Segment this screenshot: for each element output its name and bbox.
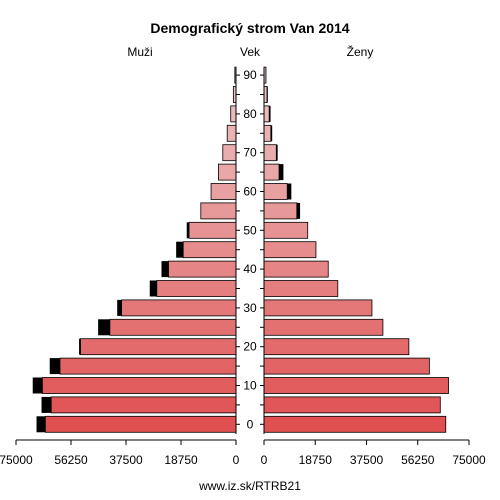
female-bar-55-59	[263, 202, 298, 220]
female-bar-30-34	[263, 299, 373, 317]
source-label: www.iz.sk/RTRB21	[198, 479, 301, 493]
x-tick-label-left: 37500	[109, 453, 143, 467]
chart-title: Demografický strom Van 2014	[150, 20, 349, 36]
age-tick-label: 60	[243, 185, 257, 199]
male-excess-bar-10-14	[32, 377, 43, 394]
male-bar-35-39	[156, 280, 237, 297]
age-tick-label: 90	[243, 68, 257, 82]
female-bar-75-79	[263, 124, 272, 142]
male-bar-50-54	[188, 221, 237, 239]
age-tick-label: 0	[247, 417, 254, 431]
female-excess-bar-60-64	[287, 183, 292, 200]
female-excess-bar-80-84	[269, 105, 271, 122]
female-bar-60-64	[263, 183, 288, 200]
male-bar-70-74	[222, 144, 237, 162]
male-bar-30-34	[121, 299, 237, 317]
axes: 0 10 20 30 40 50 60 70 80 90 75000 56250 37500 18750 0…	[0, 67, 486, 467]
age-tick-label: 80	[243, 107, 257, 121]
male-bar-60-64	[210, 183, 237, 200]
x-tick-label-left: 75000	[0, 453, 33, 467]
female-bar-70-74	[263, 144, 277, 162]
male-bar-0-4	[44, 415, 237, 433]
right-series-label: Ženy	[347, 44, 374, 59]
age-tick-label: 70	[243, 146, 257, 160]
female-excess-bar-70-74	[276, 144, 278, 161]
male-bar-20-24	[80, 338, 237, 356]
male-bar-10-14	[42, 377, 237, 394]
male-bar-45-49	[182, 241, 237, 259]
male-bar-80-84	[230, 105, 237, 123]
female-excess-bar-65-69	[279, 164, 284, 181]
male-excess-bar-50-54	[186, 222, 190, 239]
male-excess-bar-15-19	[49, 358, 60, 375]
female-bar-65-69	[263, 163, 280, 181]
x-tick-label-right: 0	[261, 453, 268, 467]
female-bar-10-14	[263, 377, 449, 394]
male-excess-bar-35-39	[149, 280, 157, 297]
age-tick-label: 20	[243, 340, 257, 354]
male-excess-bar-30-34	[117, 299, 122, 316]
male-excess-bar-0-4	[36, 416, 46, 433]
male-excess-bar-25-29	[98, 319, 110, 336]
x-tick-label-right: 37500	[350, 453, 384, 467]
male-bar-15-19	[59, 357, 237, 375]
male-bar-5-9	[50, 396, 237, 414]
x-tick-label-right: 75000	[452, 453, 486, 467]
age-tick-label: 10	[243, 379, 257, 393]
female-bar-0-4	[263, 415, 447, 433]
female-bar-35-39	[263, 280, 339, 297]
x-tick-label-left: 56250	[54, 453, 88, 467]
age-axis-label: Vek	[240, 45, 261, 59]
male-excess-bar-5-9	[41, 396, 52, 413]
male-bar-65-69	[217, 163, 237, 181]
male-bar-25-29	[109, 318, 237, 336]
female-bar-45-49	[263, 241, 317, 259]
left-series-label: Muži	[127, 45, 152, 59]
male-excess-bar-45-49	[176, 241, 184, 258]
female-bars	[263, 66, 449, 433]
female-excess-bar-85-89	[267, 86, 268, 103]
female-bar-50-54	[263, 221, 309, 239]
female-bar-15-19	[263, 357, 430, 375]
age-tick-label: 30	[243, 301, 257, 315]
male-bar-75-79	[226, 124, 237, 142]
female-excess-bar-75-79	[270, 125, 273, 142]
female-bar-5-9	[263, 396, 441, 414]
female-bar-40-44	[263, 260, 329, 278]
female-bar-20-24	[263, 338, 410, 356]
x-tick-label-right: 18750	[299, 453, 333, 467]
age-tick-label: 40	[243, 262, 257, 276]
x-tick-label-right: 56250	[401, 453, 435, 467]
age-tick-label: 50	[243, 223, 257, 237]
female-bar-80-84	[263, 105, 270, 123]
male-bar-40-44	[168, 260, 237, 278]
male-bar-55-59	[200, 202, 237, 220]
x-tick-label-left: 18750	[164, 453, 198, 467]
male-bars	[32, 66, 237, 433]
female-bar-25-29	[263, 318, 384, 336]
female-excess-bar-55-59	[296, 202, 301, 219]
x-tick-label-left: 0	[233, 453, 240, 467]
male-excess-bar-20-24	[79, 338, 81, 355]
male-excess-bar-40-44	[161, 261, 169, 278]
